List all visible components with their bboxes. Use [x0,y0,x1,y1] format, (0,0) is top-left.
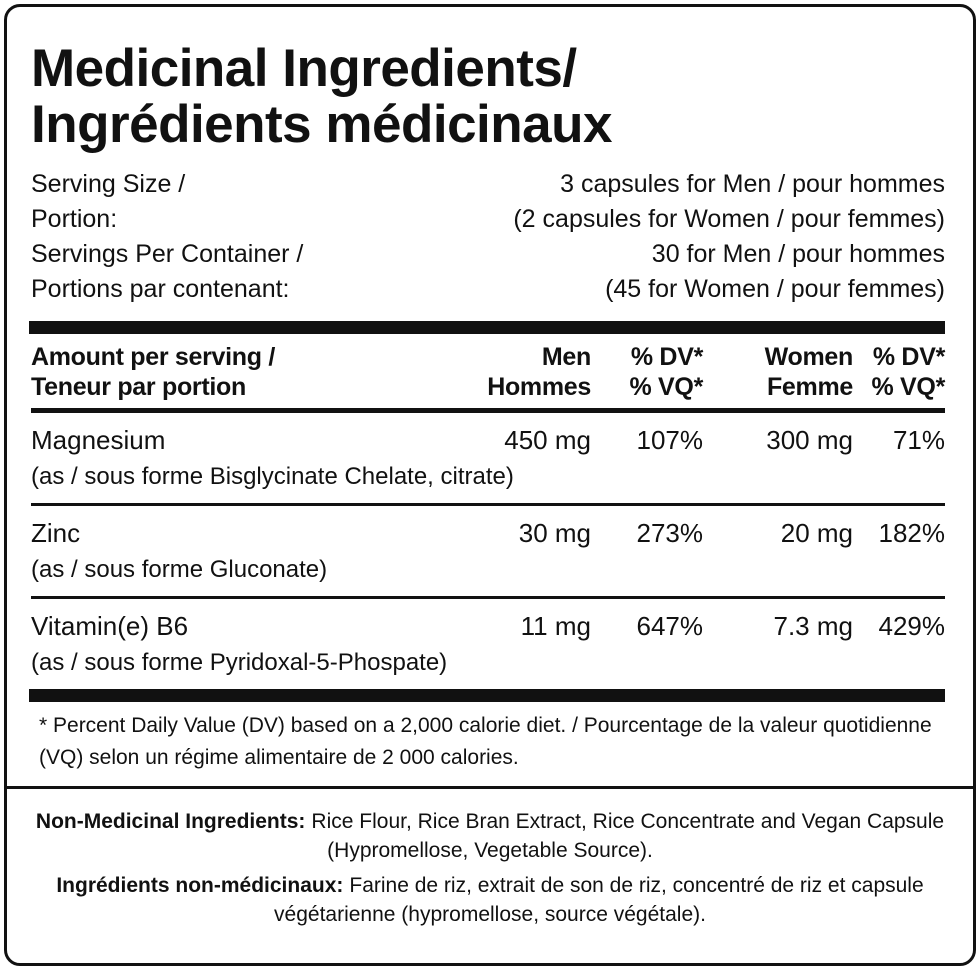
header-text: Men [541,343,591,371]
footnote: * Percent Daily Value (DV) based on a 2,… [39,714,932,769]
header-text: Femme [766,373,853,401]
ingredient-values: Vitamin(e) B6 11 mg 647% 7.3 mg 429% [31,607,945,645]
serving-row: Portions par contenant: (45 for Women / p… [31,272,945,307]
serving-row: Servings Per Container / 30 for Men / pou… [31,237,945,272]
serving-value: 30 for Men / pour hommes [651,240,945,268]
serving-label: Servings Per Container / [31,240,304,268]
name: Zinc [31,518,81,548]
header-cell: % DV*% VQ* [853,342,945,402]
serving-label: Serving Size / [31,170,186,198]
men-dv: 647% [636,611,704,641]
women-dv: 182% [878,518,946,548]
ingredient-list: Rice Flour, Rice Bran Extract, Rice Conc… [311,810,945,862]
serving-row: Serving Size / 3 capsules for Men / pour … [31,167,945,202]
serving-info: Serving Size / 3 capsules for Men / pour … [31,167,945,307]
thick-rule [29,321,945,334]
header-text: % VQ* [871,373,945,401]
serving-value: (2 capsules for Women / pour femmes) [513,205,945,233]
men: 450 mg [504,425,591,455]
header-text: Amount per serving / [31,343,276,371]
ingredient-row: Zinc 30 mg 273% 20 mg 182% (as / sous forme G… [31,506,945,599]
header-cell: Women Femme [703,342,854,402]
men-dv: 273% [636,518,704,548]
medicinal-section: Medicinal Ingredients/ Ingrédients médic… [7,41,973,786]
men-dv: 107% [636,425,704,455]
header-cell: Men Hommes [466,342,591,402]
title-line: Medicinal Ingredients/ [31,39,577,98]
ingredient-row: Vitamin(e) B6 11 mg 647% 7.3 mg 429% (as / so… [31,599,945,689]
women-dv: 429% [878,611,946,641]
ingredient-paragraph: Non-Medicinal Ingredients: Rice Flour, Ri… [31,807,949,865]
header-text: Hommes [487,373,591,401]
ingredient-source: (as / sous forme Pyridoxal-5-Phospate) [31,649,448,676]
men: 30 mg [518,518,591,548]
section-divider [7,786,973,789]
ingredient-paragraph: Ingrédients non-médicinaux: Farine de riz… [31,871,949,929]
women: 300 mg [766,425,853,455]
women-dv: 71% [892,425,945,455]
ingredient-list: Farine de riz, extrait de son de riz, co… [274,874,924,926]
ingredient-row: Magnesium 450 mg 107% 300 mg 71% (as / sous f… [31,413,945,506]
header-text: Teneur par portion [31,373,246,401]
women: 20 mg [780,518,853,548]
serving-label: Portion: [31,205,118,233]
ingredient-values: Magnesium 450 mg 107% 300 mg 71% [31,421,945,459]
serving-value: (45 for Women / pour femmes) [605,275,945,303]
header-cell: % DV*% VQ* [591,342,703,402]
title: Medicinal Ingredients/ Ingrédients médic… [31,41,945,153]
ingredient-values: Zinc 30 mg 273% 20 mg 182% [31,514,945,552]
name: Magnesium [31,425,166,455]
header-text: % DV* [872,343,945,371]
label-panel: Medicinal Ingredients/ Ingrédients médic… [4,4,976,966]
women: 7.3 mg [773,611,854,641]
non-medicinal-section: Non-Medicinal Ingredients: Rice Flour, Ri… [7,789,973,929]
serving-row: Portion: (2 capsules for Women / pour fem… [31,202,945,237]
thick-rule [29,689,945,702]
table-body: Magnesium 450 mg 107% 300 mg 71% (as / sous f… [31,413,945,689]
serving-label: Portions par contenant: [31,275,290,303]
header-text: % VQ* [629,373,703,401]
ingredient-source: (as / sous forme Gluconate) [31,556,328,583]
serving-value: 3 capsules for Men / pour hommes [560,170,945,198]
title-line: Ingrédients médicinaux [31,95,612,154]
header-text: % DV* [630,343,703,371]
men: 11 mg [520,611,591,641]
header-text: Women [764,343,854,371]
ingredient-heading: Non-Medicinal Ingredients: [35,810,306,833]
ingredient-heading: Ingrédients non-médicinaux: [56,874,344,897]
ingredient-source: (as / sous forme Bisglycinate Chelate, c… [31,463,514,490]
table-header: Amount per serving / Teneur par portion Me… [31,334,945,413]
name: Vitamin(e) B6 [31,611,189,641]
header-cell: Amount per serving / Teneur par portion [31,342,466,402]
